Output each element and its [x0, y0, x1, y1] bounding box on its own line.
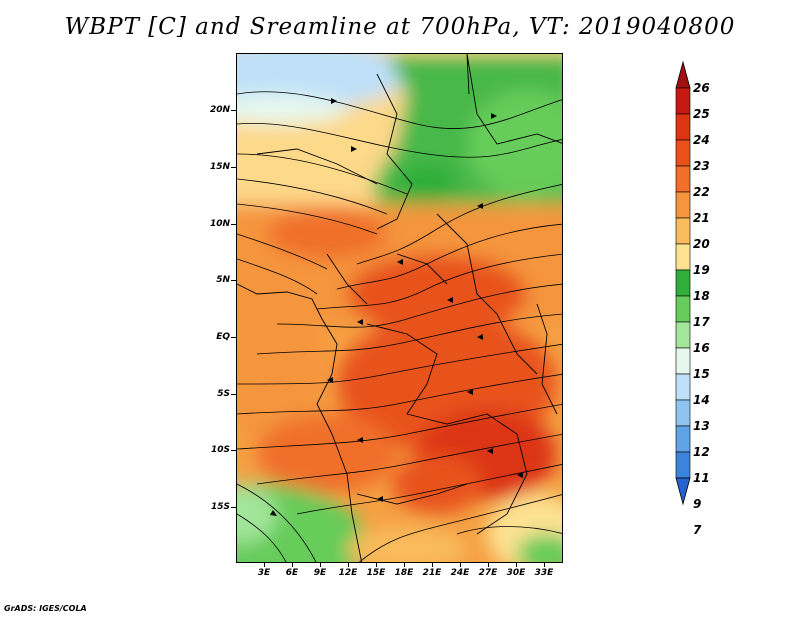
lat-label: 15S: [210, 502, 230, 512]
wbpt-field: [237, 54, 562, 562]
lon-tickmark: [516, 563, 517, 567]
colorbar-label: 19: [693, 263, 710, 277]
lon-label: 24E: [450, 568, 470, 578]
colorbar-segment: [675, 165, 691, 193]
lon-label: 30E: [506, 568, 526, 578]
lon-label: 18E: [394, 568, 414, 578]
colorbar-label: 16: [693, 341, 710, 355]
colorbar-segment: [675, 113, 691, 141]
colorbar-label: 9: [693, 497, 702, 511]
lon-tickmark: [460, 563, 461, 567]
chart-title: WBPT [C] and Sreamline at 700hPa, VT: 20…: [64, 14, 736, 40]
lon-tickmark: [488, 563, 489, 567]
colorbar-label: 12: [693, 445, 710, 459]
lat-tickmark: [231, 394, 236, 395]
colorbar-segment: [675, 139, 691, 167]
colorbar-segment: [675, 243, 691, 271]
lat-label: 10N: [209, 219, 230, 229]
lon-label: 12E: [338, 568, 358, 578]
colorbar-segment: [675, 217, 691, 245]
colorbar-segment: [675, 191, 691, 219]
colorbar-label: 25: [693, 107, 710, 121]
colorbar-bottom-arrow: [675, 477, 691, 506]
colorbar-top-arrow: [675, 60, 691, 89]
colorbar-segment: [675, 269, 691, 297]
lon-label: 33E: [534, 568, 554, 578]
colorbar: [675, 60, 691, 506]
lon-label: 15E: [366, 568, 386, 578]
colorbar-segment: [675, 87, 691, 115]
lat-tickmark: [231, 224, 236, 225]
lon-tickmark: [404, 563, 405, 567]
lat-label: 15N: [209, 162, 230, 172]
colorbar-label: 24: [693, 133, 710, 147]
lon-label: 3E: [257, 568, 271, 578]
map-panel: [236, 53, 563, 563]
colorbar-segment: [675, 425, 691, 453]
credit-text: GrADS: IGES/COLA: [4, 604, 87, 613]
lat-label: EQ: [216, 332, 230, 342]
colorbar-segment: [675, 451, 691, 479]
lat-label: 5N: [216, 275, 230, 285]
colorbar-label: 15: [693, 367, 710, 381]
colorbar-segment: [675, 399, 691, 427]
colorbar-label: 7: [693, 523, 702, 537]
colorbar-label: 18: [693, 289, 710, 303]
colorbar-label: 11: [693, 471, 710, 485]
lon-tickmark: [432, 563, 433, 567]
lon-tickmark: [348, 563, 349, 567]
lat-label: 10S: [210, 445, 230, 455]
lat-tickmark: [231, 280, 236, 281]
lon-label: 27E: [478, 568, 498, 578]
lon-label: 9E: [313, 568, 327, 578]
lat-tickmark: [231, 110, 236, 111]
lat-tickmark: [231, 167, 236, 168]
colorbar-segment: [675, 347, 691, 375]
colorbar-segment: [675, 373, 691, 401]
colorbar-label: 21: [693, 211, 710, 225]
lon-tickmark: [292, 563, 293, 567]
colorbar-label: 14: [693, 393, 710, 407]
lon-tickmark: [544, 563, 545, 567]
lon-tickmark: [264, 563, 265, 567]
lon-label: 21E: [422, 568, 442, 578]
lat-label: 5S: [217, 389, 230, 399]
lat-tickmark: [231, 337, 236, 338]
lon-tickmark: [376, 563, 377, 567]
colorbar-label: 26: [693, 81, 710, 95]
colorbar-segment: [675, 321, 691, 349]
lat-tickmark: [231, 450, 236, 451]
colorbar-label: 20: [693, 237, 710, 251]
colorbar-label: 13: [693, 419, 710, 433]
colorbar-label: 17: [693, 315, 710, 329]
wbpt-map: [237, 54, 562, 562]
lat-tickmark: [231, 507, 236, 508]
colorbar-segment: [675, 295, 691, 323]
streamline-arrows: [270, 98, 523, 516]
lat-label: 20N: [209, 105, 230, 115]
colorbar-label: 22: [693, 185, 710, 199]
colorbar-label: 23: [693, 159, 710, 173]
streamlines: [237, 91, 562, 562]
lon-label: 6E: [285, 568, 299, 578]
lon-tickmark: [320, 563, 321, 567]
